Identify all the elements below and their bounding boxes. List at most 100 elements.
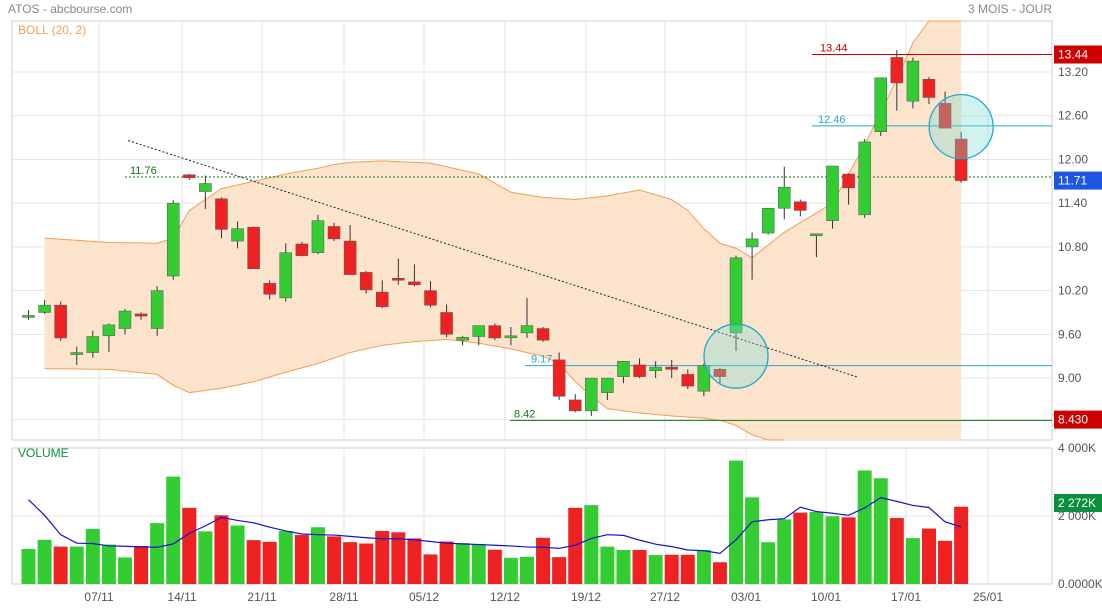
volume-bar-40 (664, 554, 679, 584)
volume-bar-12 (214, 515, 229, 584)
candle-body-28 (472, 325, 485, 337)
date-tick-4: 05/12 (409, 590, 439, 604)
volume-bar-47 (777, 519, 792, 584)
candle-body-5 (102, 324, 116, 337)
candle-body-4 (86, 336, 100, 353)
candle-body-37 (617, 361, 630, 377)
candle-body-17 (295, 243, 309, 256)
candle-body-42 (697, 365, 711, 392)
volume-bar-31 (519, 556, 534, 584)
candle-body-15 (263, 283, 276, 295)
candle-body-39 (649, 366, 662, 372)
volume-bar-43 (712, 562, 727, 584)
volume-bar-50 (825, 516, 840, 584)
bollinger-lower-line (44, 338, 785, 441)
date-tick-11: 25/01 (973, 590, 1003, 604)
date-axis-ticks: 07/11 14/11 21/11 28/11 05/12 12/12 19/12 27/12… (84, 590, 1003, 604)
candle-body-12 (215, 198, 228, 230)
date-tick-9: 10/01 (811, 590, 841, 604)
price-tick-0: 13.20 (1058, 65, 1088, 79)
candle-body-22 (376, 291, 389, 307)
level-label-2: 11.76 (130, 165, 157, 177)
volume-bar-44 (729, 460, 744, 584)
period-label: 3 MOIS - JOUR (968, 2, 1052, 16)
volume-bar-20 (343, 542, 358, 584)
volume-bar-1 (37, 539, 52, 584)
volume-tick-1: 2 000K (1058, 509, 1096, 523)
candle-body-48 (794, 201, 807, 211)
price-tick-3: 11.40 (1058, 196, 1087, 210)
volume-bar-54 (889, 518, 904, 584)
candle-body-46 (761, 208, 775, 234)
volume-tick-2: 0.0000K (1058, 577, 1102, 591)
volume-bar-11 (198, 531, 213, 584)
volume-bar-37 (616, 550, 631, 584)
candle-body-26 (440, 312, 453, 335)
date-tick-5: 12/12 (490, 590, 520, 604)
bollinger-band (44, 20, 962, 441)
volume-bar-16 (278, 530, 293, 584)
candle-body-41 (681, 374, 695, 387)
last-volume-tag-text: 2 272K (1058, 496, 1096, 510)
date-tick-3: 28/11 (329, 590, 358, 604)
bollinger-upper-line (44, 20, 962, 259)
volume-bar-46 (761, 542, 776, 584)
volume-bar-58 (954, 506, 969, 584)
volume-axis-ticks: 4 000K 2 000K 0.0000K (1058, 441, 1102, 591)
volume-bar-28 (471, 543, 486, 584)
price-tags: 13.44 11.71 8.430 (1054, 45, 1102, 429)
level-label-3: 9.17 (531, 354, 552, 366)
volume-bar-23 (391, 532, 406, 584)
date-tick-6: 19/12 (571, 590, 601, 604)
candle-body-19 (327, 226, 341, 240)
candle-body-55 (906, 60, 920, 102)
volume-bar-9 (166, 476, 181, 584)
candle-body-35 (585, 377, 598, 412)
volume-bar-45 (745, 497, 760, 584)
price-tag-bg-1 (1054, 171, 1102, 190)
volume-bar-26 (439, 541, 454, 584)
candle-body-16 (279, 252, 293, 299)
candle-body-8 (150, 290, 164, 329)
volume-bar-27 (455, 543, 470, 584)
bollinger-label: BOLL (20, 2) (18, 23, 86, 37)
candle-body-30 (504, 335, 518, 339)
volume-bar-6 (117, 557, 132, 584)
candle-body-57 (938, 103, 952, 129)
volume-bar-36 (600, 546, 615, 584)
candle-body-10 (183, 174, 196, 178)
volume-bar-53 (873, 478, 888, 584)
candle-body-45 (745, 238, 759, 248)
price-tag-bg-0 (1054, 45, 1102, 64)
volume-label: VOLUME (18, 446, 69, 460)
volume-bar-14 (246, 540, 261, 584)
last-volume-tag (1054, 494, 1102, 512)
volume-bar-13 (230, 525, 245, 584)
volume-bar-51 (841, 517, 856, 584)
candle-body-56 (922, 79, 936, 98)
highlight-circle-1 (928, 94, 994, 160)
candle-body-29 (488, 325, 502, 339)
highlight-circles (703, 94, 994, 389)
volume-bar-48 (793, 512, 808, 584)
candle-body-58 (954, 138, 968, 181)
volume-bar-15 (262, 541, 277, 584)
volume-bar-4 (85, 528, 100, 584)
volume-bar-7 (134, 545, 149, 584)
volume-bar-57 (938, 540, 953, 584)
candle-body-32 (536, 328, 550, 341)
chart-title: ATOS - abcbourse.com (8, 2, 132, 16)
candle-body-1 (38, 304, 51, 313)
candle-body-20 (343, 240, 357, 275)
volume-bar-21 (359, 543, 374, 584)
highlight-circle-0 (703, 323, 769, 389)
date-tick-1: 14/11 (167, 590, 196, 604)
candle-body-9 (166, 202, 180, 277)
volume-bar-29 (487, 549, 502, 584)
candle-body-52 (858, 141, 871, 216)
candle-body-11 (199, 183, 212, 192)
candle-body-53 (874, 77, 887, 133)
candle-body-6 (118, 310, 132, 329)
volume-bar-39 (648, 555, 663, 584)
